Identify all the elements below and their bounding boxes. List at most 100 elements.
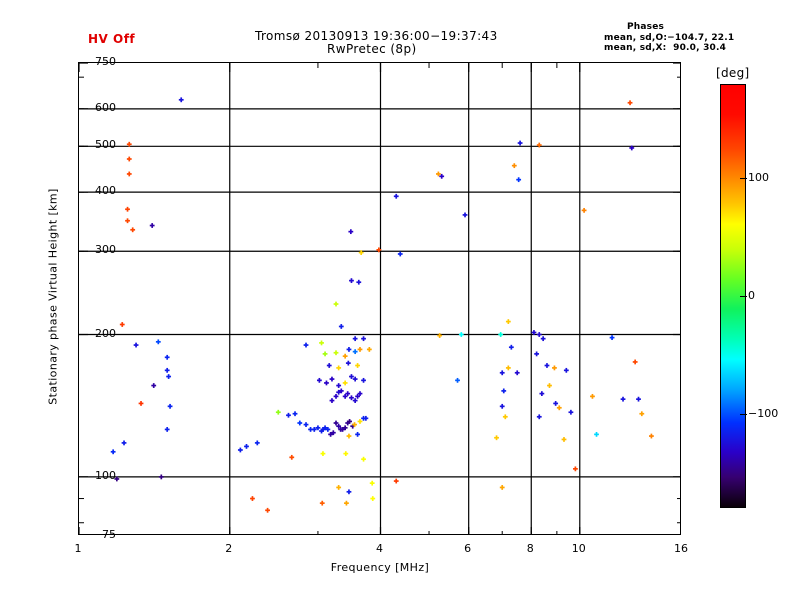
y-tick-label: 400 bbox=[95, 184, 116, 198]
data-point bbox=[338, 324, 344, 329]
hv-status-label: HV Off bbox=[88, 32, 136, 46]
data-point bbox=[330, 430, 336, 436]
data-point bbox=[352, 336, 358, 342]
data-point bbox=[366, 347, 372, 352]
data-points-group bbox=[110, 97, 654, 513]
data-point bbox=[286, 412, 291, 418]
data-point bbox=[345, 391, 351, 397]
data-point bbox=[627, 100, 633, 106]
colorbar-tick-mark bbox=[740, 296, 747, 297]
data-point bbox=[505, 319, 511, 324]
data-point bbox=[376, 247, 382, 253]
data-point bbox=[164, 427, 170, 432]
data-point bbox=[568, 409, 574, 415]
x-tick-label: 10 bbox=[571, 542, 586, 555]
data-point bbox=[397, 251, 403, 257]
data-point bbox=[369, 480, 375, 486]
data-point bbox=[345, 360, 351, 366]
data-point bbox=[133, 342, 139, 348]
x-tick-label: 1 bbox=[74, 542, 82, 555]
data-point bbox=[348, 229, 354, 235]
data-point bbox=[125, 206, 130, 212]
data-point bbox=[590, 393, 595, 399]
data-point bbox=[439, 173, 445, 179]
stats-heading: Phases bbox=[627, 22, 665, 32]
data-point bbox=[357, 419, 363, 424]
data-point bbox=[553, 401, 559, 406]
data-point bbox=[356, 279, 362, 285]
data-point bbox=[358, 250, 364, 255]
data-point bbox=[514, 370, 520, 376]
data-point bbox=[297, 420, 303, 426]
data-point bbox=[275, 409, 281, 415]
data-point bbox=[329, 376, 335, 382]
data-point bbox=[636, 396, 641, 402]
data-point bbox=[319, 500, 325, 506]
data-point bbox=[536, 414, 542, 420]
data-point bbox=[250, 496, 255, 501]
data-point bbox=[648, 433, 654, 439]
colorbar-tick-mark bbox=[740, 178, 747, 180]
data-point bbox=[536, 142, 542, 148]
data-point bbox=[110, 449, 116, 455]
plot-canvas bbox=[79, 63, 680, 534]
data-point bbox=[178, 97, 184, 103]
data-point bbox=[508, 344, 514, 350]
data-point bbox=[355, 393, 360, 399]
x-axis-label: Frequency [MHz] bbox=[330, 561, 430, 574]
data-point bbox=[639, 411, 645, 417]
data-point bbox=[119, 322, 125, 327]
data-point bbox=[303, 342, 309, 348]
colorbar-tick-label: 0 bbox=[748, 289, 755, 302]
data-point bbox=[166, 374, 172, 379]
data-point bbox=[556, 405, 562, 411]
data-point bbox=[458, 332, 464, 337]
data-point bbox=[333, 420, 339, 426]
data-point bbox=[342, 393, 348, 399]
data-point bbox=[347, 419, 352, 424]
data-point bbox=[346, 433, 352, 439]
data-point bbox=[352, 398, 358, 403]
data-point bbox=[244, 444, 249, 449]
data-point bbox=[114, 476, 120, 482]
plot-title-line1: Tromsø 20130913 19:36:00−19:37:43 bbox=[255, 29, 498, 43]
data-point bbox=[516, 177, 522, 183]
data-point bbox=[349, 395, 354, 401]
data-point bbox=[370, 496, 376, 501]
data-point bbox=[437, 333, 443, 338]
data-point bbox=[609, 335, 615, 341]
data-point bbox=[498, 332, 504, 337]
data-point bbox=[517, 140, 523, 146]
y-tick-label: 600 bbox=[95, 100, 116, 114]
data-point bbox=[324, 380, 329, 386]
x-tick-label: 8 bbox=[526, 542, 534, 555]
data-point bbox=[340, 427, 345, 432]
data-point bbox=[357, 347, 363, 352]
plot-title-line2: RwPretec (8p) bbox=[327, 42, 417, 56]
data-point bbox=[343, 451, 349, 457]
colorbar-tick-label: −100 bbox=[748, 406, 779, 420]
data-point bbox=[320, 451, 326, 457]
data-point bbox=[344, 500, 349, 506]
data-point bbox=[164, 354, 170, 360]
data-point bbox=[303, 422, 309, 427]
data-point bbox=[325, 427, 331, 432]
data-point bbox=[357, 391, 363, 397]
x-tick-label: 16 bbox=[674, 542, 688, 555]
data-point bbox=[333, 350, 339, 356]
data-point bbox=[552, 365, 557, 371]
y-tick-label: 75 bbox=[102, 528, 116, 541]
data-point bbox=[167, 403, 173, 409]
data-point bbox=[361, 456, 366, 462]
colorbar-unit-label: [deg] bbox=[716, 66, 750, 80]
data-point bbox=[352, 376, 358, 382]
data-point bbox=[289, 454, 295, 460]
data-point bbox=[349, 278, 354, 284]
data-point bbox=[336, 389, 342, 395]
data-point bbox=[138, 401, 144, 406]
data-point bbox=[311, 427, 317, 432]
data-point bbox=[126, 141, 132, 147]
data-point bbox=[336, 423, 342, 429]
data-point bbox=[333, 301, 339, 307]
data-point bbox=[319, 340, 324, 346]
